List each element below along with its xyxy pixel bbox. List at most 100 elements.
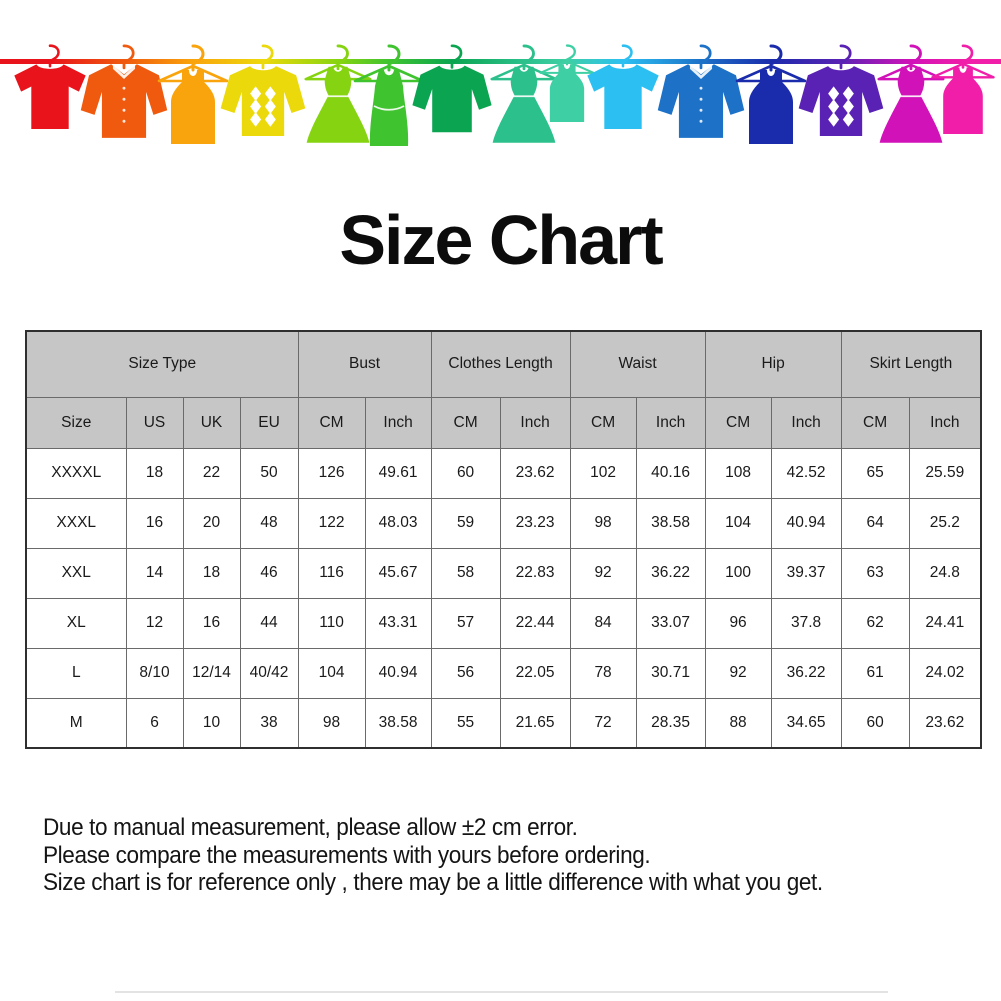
note-line: Due to manual measurement, please allow … bbox=[43, 814, 578, 841]
size-label-cell: XL bbox=[25, 597, 127, 649]
measurement-cell: 23.62 bbox=[499, 447, 571, 499]
table-row: L 8/10 12/14 40/42 104 40.94 56 22.05 78 30.71 92 3… bbox=[25, 647, 982, 699]
measurement-cell: 56 bbox=[430, 647, 501, 699]
measurement-cell: 104 bbox=[704, 497, 772, 549]
measurement-cell: 10 bbox=[182, 697, 241, 749]
measurement-cell: 46 bbox=[239, 547, 299, 599]
measurement-cell: 16 bbox=[182, 597, 241, 649]
measurement-cell: 50 bbox=[239, 447, 299, 499]
measurement-cell: 24.8 bbox=[908, 547, 982, 599]
measurement-cell: 42.52 bbox=[770, 447, 842, 499]
size-chart-table: Size Type Bust Clothes Length Waist Hip Skirt… bbox=[25, 330, 983, 749]
measurement-cell: 34.65 bbox=[770, 697, 842, 749]
measurement-cell: 40/42 bbox=[239, 647, 299, 699]
measurement-cell: 110 bbox=[297, 597, 366, 649]
tshirt-icon bbox=[14, 44, 86, 129]
tank-icon bbox=[931, 44, 995, 134]
dress-icon bbox=[304, 44, 372, 143]
measurement-cell: 20 bbox=[182, 497, 241, 549]
measurement-cell: 62 bbox=[840, 597, 910, 649]
size-label-cell: M bbox=[25, 697, 127, 749]
group-header-cell: Size Type bbox=[25, 330, 299, 398]
measurement-cell: 38 bbox=[239, 697, 299, 749]
size-label-cell: XXXL bbox=[25, 497, 127, 549]
table-row: XXXXL 18 22 50 126 49.61 60 23.62 102 40.16 108 42.… bbox=[25, 447, 982, 499]
measurement-cell: 98 bbox=[569, 497, 637, 549]
measurement-cell: 126 bbox=[297, 447, 366, 499]
sub-header-cell: CM bbox=[430, 396, 501, 449]
measurement-cell: 18 bbox=[182, 547, 241, 599]
sweater-icon bbox=[220, 44, 306, 136]
measurement-cell: 37.8 bbox=[770, 597, 842, 649]
tank-icon bbox=[157, 44, 229, 144]
measurement-cell: 65 bbox=[840, 447, 910, 499]
measurement-cell: 24.41 bbox=[908, 597, 982, 649]
measurement-cell: 104 bbox=[297, 647, 366, 699]
measurement-cell: 49.61 bbox=[364, 447, 432, 499]
size-label-cell: L bbox=[25, 647, 127, 699]
measurement-cell: 122 bbox=[297, 497, 366, 549]
measurement-cell: 22.05 bbox=[499, 647, 571, 699]
measurement-cell: 38.58 bbox=[635, 497, 706, 549]
measurement-cell: 22 bbox=[182, 447, 241, 499]
measurement-cell: 48 bbox=[239, 497, 299, 549]
measurement-cell: 40.16 bbox=[635, 447, 706, 499]
sub-header-cell: Size bbox=[25, 396, 127, 449]
measurement-cell: 64 bbox=[840, 497, 910, 549]
measurement-cell: 25.2 bbox=[908, 497, 982, 549]
measurement-cell: 60 bbox=[430, 447, 501, 499]
measurement-cell: 39.37 bbox=[770, 547, 842, 599]
tank-icon bbox=[735, 44, 807, 144]
measurement-cell: 23.62 bbox=[908, 697, 982, 749]
longsleeve-icon bbox=[412, 44, 492, 133]
sub-header-cell: CM bbox=[297, 396, 366, 449]
measurement-cell: 25.59 bbox=[908, 447, 982, 499]
group-header-cell: Bust bbox=[297, 330, 432, 398]
measurement-cell: 92 bbox=[569, 547, 637, 599]
sub-header-cell: Inch bbox=[635, 396, 706, 449]
table-row: XXL 14 18 46 116 45.67 58 22.83 92 36.22 100 39.37 6… bbox=[25, 547, 982, 599]
measurement-cell: 18 bbox=[125, 447, 184, 499]
measurement-cell: 36.22 bbox=[635, 547, 706, 599]
sub-header-cell: CM bbox=[704, 396, 772, 449]
sub-header-cell: CM bbox=[840, 396, 910, 449]
sub-header-cell: CM bbox=[569, 396, 637, 449]
measurement-cell: 33.07 bbox=[635, 597, 706, 649]
measurement-cell: 12/14 bbox=[182, 647, 241, 699]
measurement-cell: 60 bbox=[840, 697, 910, 749]
measurement-cell: 12 bbox=[125, 597, 184, 649]
measurement-cell: 14 bbox=[125, 547, 184, 599]
table-row: XL 12 16 44 110 43.31 57 22.44 84 33.07 96 37.8 62 24… bbox=[25, 597, 982, 649]
group-header-cell: Hip bbox=[704, 330, 842, 398]
shirt-icon bbox=[80, 44, 168, 138]
measurement-cell: 57 bbox=[430, 597, 501, 649]
clothesline-banner bbox=[0, 44, 1001, 146]
table-row: XXXL 16 20 48 122 48.03 59 23.23 98 38.58 104 40.94… bbox=[25, 497, 982, 549]
measurement-cell: 40.94 bbox=[770, 497, 842, 549]
measurement-cell: 30.71 bbox=[635, 647, 706, 699]
measurement-cell: 72 bbox=[569, 697, 637, 749]
measurement-cell: 88 bbox=[704, 697, 772, 749]
clothesline-rope bbox=[0, 59, 1001, 64]
note-line: Please compare the measurements with you… bbox=[43, 841, 651, 869]
measurement-cell: 58 bbox=[430, 547, 501, 599]
measurement-cell: 116 bbox=[297, 547, 366, 599]
measurement-cell: 102 bbox=[569, 447, 637, 499]
shirt-icon bbox=[657, 44, 745, 138]
group-header-cell: Waist bbox=[569, 330, 706, 398]
measurement-cell: 22.83 bbox=[499, 547, 571, 599]
measurement-cell: 63 bbox=[840, 547, 910, 599]
measurement-cell: 21.65 bbox=[499, 697, 571, 749]
measurement-cell: 6 bbox=[125, 697, 184, 749]
sub-header-cell: Inch bbox=[499, 396, 571, 449]
measurement-cell: 61 bbox=[840, 647, 910, 699]
measurement-cell: 45.67 bbox=[364, 547, 432, 599]
sub-header-cell: EU bbox=[239, 396, 299, 449]
measurement-cell: 8/10 bbox=[125, 647, 184, 699]
tank-icon bbox=[539, 44, 595, 122]
bottom-divider bbox=[115, 991, 888, 993]
measurement-cell: 24.02 bbox=[908, 647, 982, 699]
sub-header-cell: US bbox=[125, 396, 184, 449]
group-header-cell: Clothes Length bbox=[430, 330, 571, 398]
measurement-cell: 36.22 bbox=[770, 647, 842, 699]
